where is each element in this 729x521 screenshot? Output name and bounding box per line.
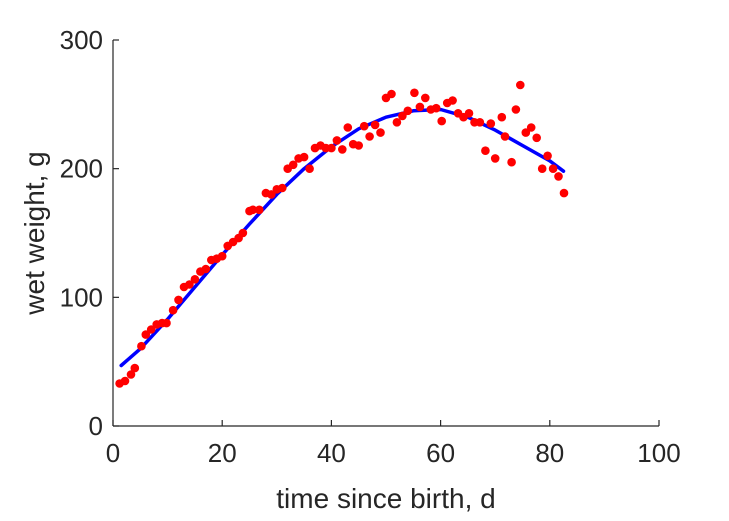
data-point [526,123,536,132]
data-point [398,111,407,121]
data-point [554,172,563,181]
data-point [464,109,474,118]
fit-curve [119,107,566,368]
data-point [507,157,516,167]
data-point [146,325,156,334]
data-point [486,119,496,128]
data-point-series [115,80,569,388]
data-point [500,132,510,141]
axes [112,40,659,427]
data-point [365,132,374,141]
data-point [387,89,396,99]
x-tick-label: 0 [106,438,120,468]
data-point [299,152,309,162]
data-point [354,141,364,150]
data-point [327,143,336,153]
data-point [516,80,525,90]
data-point [278,183,287,193]
data-point [431,103,441,113]
ticks: 0 20 40 60 80 100 0 100 200 300 [60,25,681,468]
data-point [141,330,151,339]
data-point [511,105,521,114]
data-point [448,96,457,105]
x-tick-label: 40 [317,438,346,468]
data-point [120,376,130,386]
data-point [185,280,194,289]
data-point [130,363,140,373]
data-point [475,118,485,127]
y-tick-label: 0 [89,411,103,441]
x-tick-label: 20 [208,438,237,468]
data-point [521,128,531,137]
data-point [201,264,211,274]
data-point [548,164,558,173]
data-point [410,88,419,98]
data-point [288,160,298,170]
x-tick-label: 100 [637,438,680,468]
data-point [162,318,171,328]
data-point [437,116,447,126]
data-point [174,295,183,305]
data-point [248,205,258,215]
data-point [254,205,264,215]
x-tick-label: 80 [535,438,564,468]
x-tick-label: 60 [426,438,455,468]
y-tick-label: 200 [60,154,103,184]
data-point [490,154,500,163]
data-point [392,118,402,127]
data-point [543,151,552,161]
data-point [267,190,276,199]
data-point [376,128,385,137]
y-tick-label: 100 [60,282,103,312]
data-point [403,106,413,116]
data-point [370,120,380,130]
data-point [421,93,430,103]
data-point [332,136,342,145]
data-point [168,305,178,315]
data-point [126,370,136,379]
data-point [359,121,369,131]
data-point [305,164,314,173]
data-point [343,123,353,132]
data-point [559,188,569,198]
x-axis-label: time since birth, d [276,483,495,514]
data-point [532,133,541,143]
data-point [338,145,347,154]
y-tick-label: 300 [60,25,103,55]
fit-line-series [119,107,566,368]
data-point [190,275,200,284]
data-point [238,228,248,238]
data-point [415,102,425,112]
data-point [137,341,146,351]
data-point [537,164,547,173]
y-axis-label: wet weight, g [19,151,50,315]
data-point [481,146,490,155]
data-point [217,251,227,261]
data-point [497,112,507,122]
